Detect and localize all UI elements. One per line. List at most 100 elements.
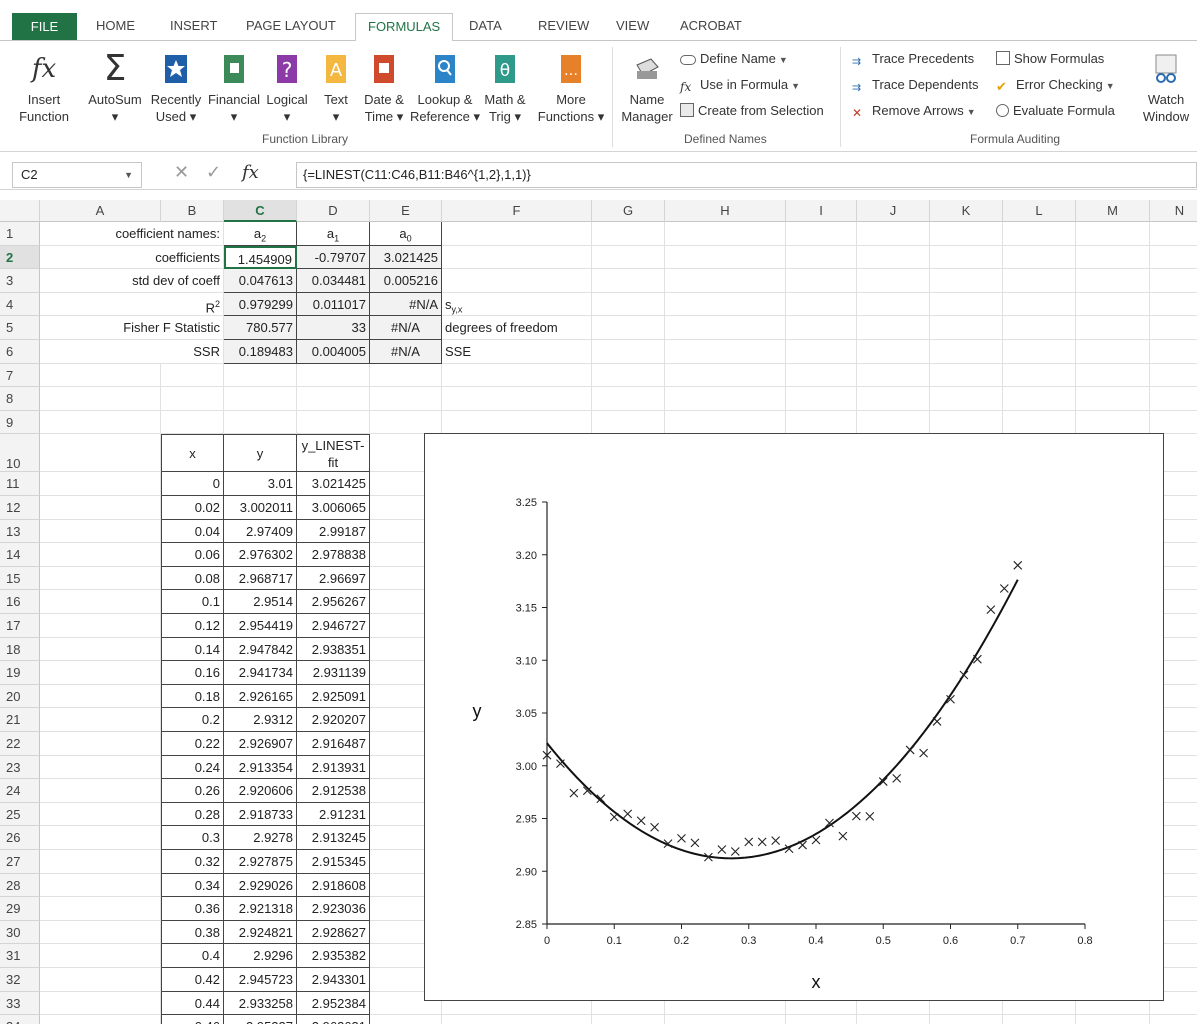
- grid-cell[interactable]: [1150, 803, 1197, 827]
- col-header-m[interactable]: M: [1076, 200, 1150, 222]
- cell-b11[interactable]: 0: [161, 472, 224, 496]
- cell-d27[interactable]: 2.915345: [297, 850, 370, 874]
- cell-e5[interactable]: #N/A: [370, 316, 442, 340]
- grid-cell[interactable]: [930, 269, 1003, 293]
- tab-view[interactable]: VIEW: [616, 18, 650, 33]
- cell-d28[interactable]: 2.918608: [297, 873, 370, 898]
- grid-cell[interactable]: [1150, 590, 1197, 614]
- grid-cell[interactable]: [857, 269, 930, 293]
- grid-cell[interactable]: [786, 363, 857, 388]
- cell-b27[interactable]: 0.32: [161, 850, 224, 874]
- financial-button[interactable]: Financial ▾: [204, 51, 264, 125]
- grid-cell[interactable]: [1150, 826, 1197, 850]
- cell-b28[interactable]: 0.34: [161, 873, 224, 898]
- grid-cell[interactable]: [1150, 340, 1197, 364]
- grid-cell[interactable]: [40, 968, 161, 992]
- cell-d32[interactable]: 2.943301: [297, 968, 370, 992]
- cell-a3[interactable]: std dev of coeff: [40, 269, 224, 293]
- grid-cell[interactable]: [592, 1015, 665, 1024]
- grid-cell[interactable]: [665, 222, 786, 246]
- grid-cell[interactable]: [930, 316, 1003, 340]
- grid-cell[interactable]: [1150, 269, 1197, 293]
- chart[interactable]: 0 0.1 0.2 0.3 0.4 0.5 0.6 0.7 0.8 2.85 2.90 2.95 3.0…: [424, 433, 1164, 1001]
- grid-cell[interactable]: [370, 363, 442, 388]
- grid-cell[interactable]: [40, 708, 161, 732]
- grid-cell[interactable]: [442, 410, 592, 435]
- autosum-button[interactable]: Σ AutoSum ▾: [88, 48, 142, 125]
- grid-cell[interactable]: [40, 410, 161, 435]
- lookup-reference-button[interactable]: Lookup & Reference ▾: [408, 51, 482, 125]
- grid-cell[interactable]: [1150, 434, 1197, 473]
- col-header-g[interactable]: G: [592, 200, 665, 222]
- cell-a5[interactable]: Fisher F Statistic: [40, 316, 224, 340]
- grid-cell[interactable]: [40, 802, 161, 827]
- grid-cell[interactable]: [40, 991, 161, 1016]
- cell-b25[interactable]: 0.28: [161, 802, 224, 827]
- grid-cell[interactable]: [1150, 411, 1197, 435]
- tab-data[interactable]: DATA: [469, 18, 502, 33]
- grid-cell[interactable]: [592, 292, 665, 317]
- grid-cell[interactable]: [224, 387, 297, 411]
- cell-c31[interactable]: 2.9296: [224, 944, 297, 968]
- cell-d31[interactable]: 2.935382: [297, 944, 370, 968]
- grid-cell[interactable]: [930, 245, 1003, 270]
- grid-cell[interactable]: [370, 991, 442, 1016]
- grid-cell[interactable]: [1150, 992, 1197, 1016]
- more-functions-button[interactable]: … More Functions ▾: [534, 51, 608, 125]
- grid-cell[interactable]: [665, 292, 786, 317]
- grid-cell[interactable]: [1150, 756, 1197, 780]
- grid-cell[interactable]: [930, 222, 1003, 246]
- grid-cell[interactable]: [1150, 638, 1197, 662]
- grid-cell[interactable]: [786, 387, 857, 411]
- grid-cell[interactable]: [592, 222, 665, 246]
- cell-c17[interactable]: 2.954419: [224, 614, 297, 638]
- grid-cell[interactable]: [40, 826, 161, 850]
- grid-cell[interactable]: [857, 292, 930, 317]
- cell-c24[interactable]: 2.920606: [224, 779, 297, 803]
- cell-d12[interactable]: 3.006065: [297, 496, 370, 520]
- cell-d13[interactable]: 2.99187: [297, 519, 370, 544]
- grid-cell[interactable]: [665, 1015, 786, 1024]
- tab-review[interactable]: REVIEW: [538, 18, 590, 33]
- grid-cell[interactable]: [592, 387, 665, 411]
- cell-d4[interactable]: 0.011017: [297, 292, 370, 317]
- col-header-c[interactable]: C: [224, 200, 297, 222]
- cell-d11[interactable]: 3.021425: [297, 472, 370, 496]
- grid-cell[interactable]: [40, 363, 161, 388]
- grid-cell[interactable]: [1076, 222, 1150, 246]
- grid-cell[interactable]: [1076, 387, 1150, 411]
- cell-b33[interactable]: 0.44: [161, 991, 224, 1016]
- grid-cell[interactable]: [40, 1015, 161, 1024]
- grid-cell[interactable]: [442, 222, 592, 246]
- cell-c25[interactable]: 2.918733: [224, 802, 297, 827]
- row-header-19[interactable]: 19: [0, 661, 40, 685]
- grid-cell[interactable]: [297, 387, 370, 411]
- grid-cell[interactable]: [40, 755, 161, 780]
- cell-b16[interactable]: 0.1: [161, 590, 224, 614]
- grid-cell[interactable]: [857, 991, 930, 1016]
- cell-c4[interactable]: 0.979299: [224, 292, 297, 317]
- grid-cell[interactable]: [1003, 410, 1076, 435]
- cell-e3[interactable]: 0.005216: [370, 269, 442, 293]
- row-header-18[interactable]: 18: [0, 637, 40, 662]
- grid-cell[interactable]: [1150, 874, 1197, 898]
- grid-cell[interactable]: [1076, 1015, 1150, 1024]
- grid-cell[interactable]: [1150, 364, 1197, 388]
- grid-cell[interactable]: [40, 519, 161, 544]
- grid-cell[interactable]: [786, 410, 857, 435]
- grid-cell[interactable]: [297, 410, 370, 435]
- row-header-8[interactable]: 8: [0, 387, 40, 411]
- cell-f6[interactable]: SSE: [442, 340, 592, 364]
- grid-cell[interactable]: [40, 472, 161, 496]
- cell-a2[interactable]: coefficients: [40, 245, 224, 270]
- grid-cell[interactable]: [40, 920, 161, 945]
- grid-cell[interactable]: [1003, 245, 1076, 270]
- col-header-a[interactable]: A: [40, 200, 161, 222]
- grid-cell[interactable]: [857, 1015, 930, 1024]
- grid-cell[interactable]: [1150, 496, 1197, 520]
- cell-d18[interactable]: 2.938351: [297, 637, 370, 662]
- row-header-30[interactable]: 30: [0, 920, 40, 945]
- trace-dependents-button[interactable]: ⇉ Trace Dependents: [852, 77, 979, 94]
- cell-c29[interactable]: 2.921318: [224, 897, 297, 921]
- grid-cell[interactable]: [1150, 472, 1197, 496]
